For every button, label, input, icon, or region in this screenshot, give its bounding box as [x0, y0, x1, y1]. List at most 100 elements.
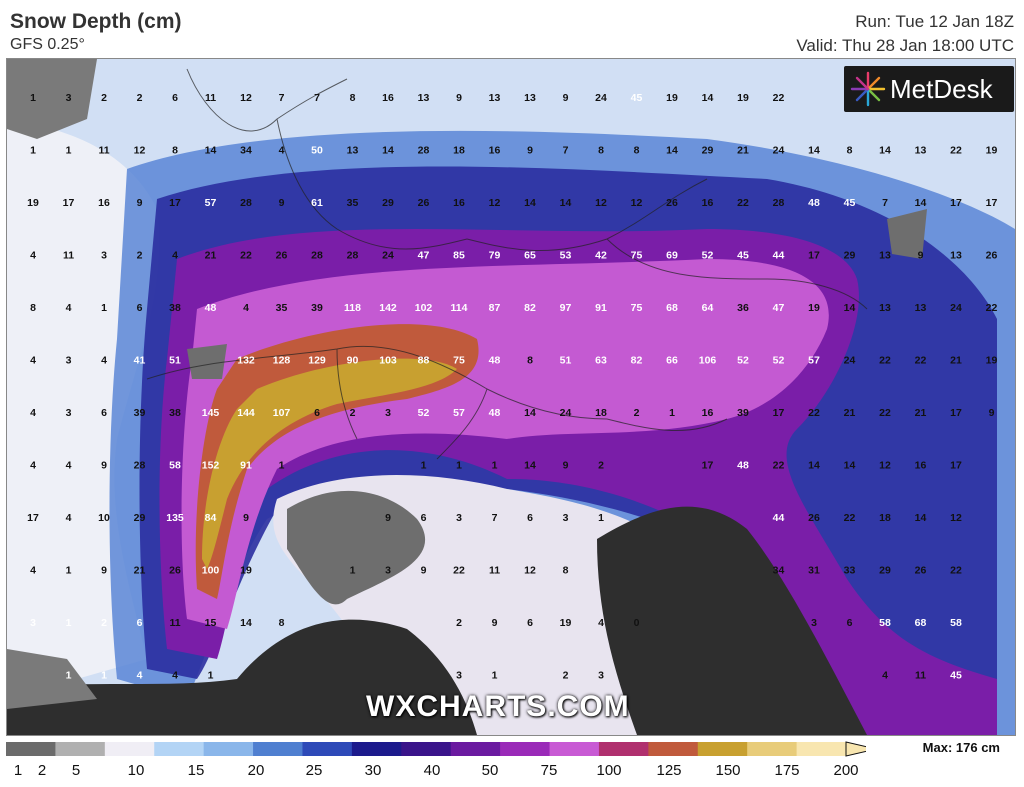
grid-value: 26	[418, 197, 430, 209]
grid-value: 12	[879, 460, 891, 472]
legend-tick-label: 5	[71, 762, 81, 779]
grid-value: 17	[808, 250, 820, 262]
grid-value: 82	[631, 355, 643, 367]
legend-swatch	[598, 742, 649, 756]
grid-value: 13	[915, 302, 927, 314]
legend-tick-label: 50	[481, 762, 499, 779]
grid-value: 39	[134, 407, 146, 419]
grid-value: 79	[489, 250, 501, 262]
grid-value: 17	[27, 512, 39, 524]
grid-value: 21	[134, 565, 146, 577]
grid-value: 34	[773, 565, 785, 577]
grid-value: 19	[666, 92, 678, 104]
grid-value: 2	[634, 407, 640, 419]
grid-value: 1	[66, 670, 72, 682]
grid-value: 21	[737, 145, 749, 157]
grid-value: 2	[456, 617, 462, 629]
grid-value: 22	[773, 92, 785, 104]
grid-value: 66	[666, 355, 678, 367]
legend-swatch	[796, 742, 847, 756]
grid-value: 28	[311, 250, 323, 262]
grid-value: 12	[524, 565, 536, 577]
legend-swatch	[351, 742, 402, 756]
grid-value: 35	[347, 197, 359, 209]
grid-value: 12	[631, 197, 643, 209]
grid-value: 1	[30, 145, 36, 157]
grid-value: 13	[915, 145, 927, 157]
grid-value: 26	[986, 250, 998, 262]
grid-value: 1	[669, 407, 675, 419]
legend-swatch	[6, 742, 56, 756]
legend-swatch	[154, 742, 205, 756]
grid-value: 58	[879, 617, 891, 629]
grid-value: 4	[66, 302, 72, 314]
grid-value: 42	[595, 250, 607, 262]
grid-value: 38	[169, 407, 181, 419]
grid-value: 3	[66, 355, 72, 367]
legend-tick-label: 1	[13, 762, 23, 779]
grid-value: 26	[276, 250, 288, 262]
legend-swatch	[55, 742, 106, 756]
grid-value: 22	[986, 302, 998, 314]
grid-value: 22	[737, 197, 749, 209]
grid-value: 3	[563, 512, 569, 524]
grid-value: 9	[137, 197, 143, 209]
grid-value: 39	[311, 302, 323, 314]
grid-value: 52	[418, 407, 430, 419]
grid-value: 11	[915, 670, 926, 682]
model-name: GFS 0.25°	[10, 36, 85, 53]
grid-value: 52	[702, 250, 714, 262]
grid-value: 4	[172, 670, 178, 682]
chart-header: Snow Depth (cm) GFS 0.25° Run: Tue 12 Ja…	[0, 0, 1024, 58]
grid-value: 100	[202, 565, 220, 577]
grid-value: 26	[808, 512, 820, 524]
legend-swatch	[549, 742, 600, 756]
grid-value: 145	[202, 407, 220, 419]
grid-value: 3	[385, 407, 391, 419]
grid-value: 14	[560, 197, 572, 209]
grid-value: 4	[30, 407, 36, 419]
grid-value: 7	[563, 145, 569, 157]
grid-value: 28	[347, 250, 359, 262]
grid-value: 33	[844, 565, 856, 577]
grid-value: 45	[950, 670, 962, 682]
grid-value: 1	[66, 145, 72, 157]
grid-value: 85	[453, 250, 465, 262]
grid-value: 84	[205, 512, 217, 524]
grid-value: 2	[598, 460, 604, 472]
grid-value: 13	[418, 92, 430, 104]
grid-value: 16	[702, 407, 714, 419]
grid-value: 6	[421, 512, 427, 524]
grid-value: 1	[492, 670, 498, 682]
grid-value: 1	[208, 670, 214, 682]
grid-value: 7	[314, 92, 320, 104]
grid-value: 22	[844, 512, 856, 524]
grid-value: 47	[773, 302, 785, 314]
grid-value: 68	[666, 302, 678, 314]
grid-value: 21	[950, 355, 962, 367]
grid-value: 18	[595, 407, 607, 419]
grid-value: 26	[915, 565, 927, 577]
legend-tick-label: 175	[774, 762, 800, 779]
grid-value: 47	[418, 250, 430, 262]
grid-value: 1	[279, 460, 285, 472]
grid-value: 16	[382, 92, 394, 104]
grid-value: 2	[137, 92, 143, 104]
grid-value: 17	[169, 197, 181, 209]
snow-depth-map[interactable]: 1 3 2 2 6 11 12 7 7 8 16 13 9 13 13 9 24 45 19 14 19 22 1 1 11 12…	[6, 58, 1016, 736]
grid-value: 9	[101, 460, 107, 472]
grid-value: 9	[989, 407, 995, 419]
grid-value: 10	[98, 512, 110, 524]
legend-swatch	[104, 742, 155, 756]
grid-value: 90	[347, 355, 359, 367]
grid-value: 1	[456, 460, 462, 472]
grid-value: 9	[563, 92, 569, 104]
grid-value: 1	[350, 565, 356, 577]
grid-value: 3	[811, 617, 817, 629]
grid-value: 1	[30, 92, 36, 104]
grid-value: 8	[847, 145, 853, 157]
grid-value: 22	[950, 565, 962, 577]
grid-value: 4	[66, 460, 72, 472]
grid-value: 14	[205, 145, 217, 157]
grid-value: 4	[243, 302, 249, 314]
